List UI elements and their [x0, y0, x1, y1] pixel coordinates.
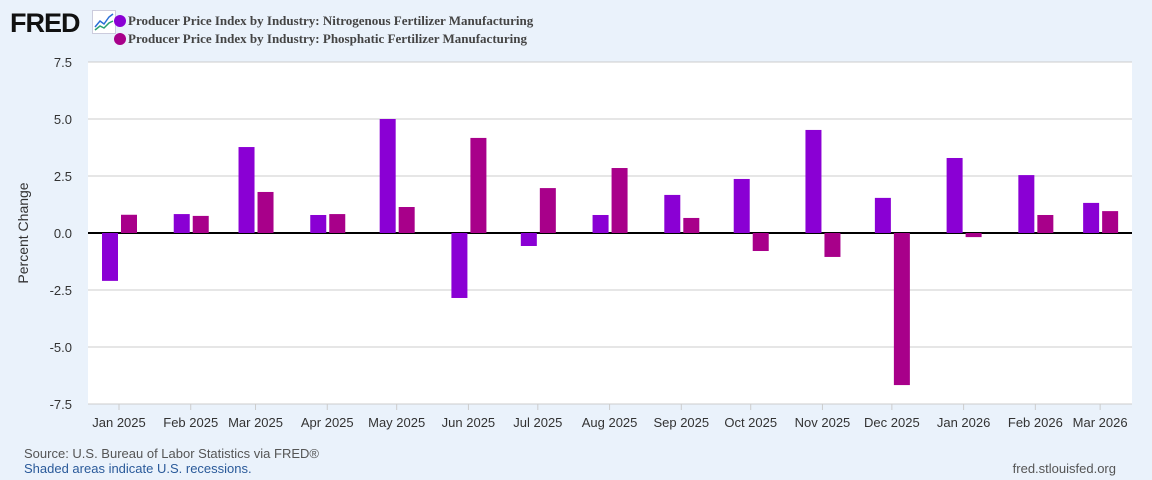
x-tick-label: May 2025	[368, 415, 425, 430]
bar-nitrogenous	[520, 233, 537, 246]
x-tick-label: Nov 2025	[795, 415, 851, 430]
bar-phosphatic	[893, 233, 910, 386]
bar-phosphatic	[965, 233, 982, 238]
y-tick-label: -5.0	[50, 340, 72, 355]
x-tick-label: Jul 2025	[513, 415, 562, 430]
bar-phosphatic	[121, 214, 137, 233]
bar-nitrogenous	[946, 157, 963, 233]
bar-nitrogenous	[451, 233, 468, 298]
bar-phosphatic	[683, 217, 700, 233]
y-tick-label: 7.5	[54, 55, 72, 70]
bar-phosphatic	[539, 188, 556, 233]
bar-phosphatic	[398, 207, 415, 233]
bar-nitrogenous	[733, 178, 750, 233]
y-tick-label: -2.5	[50, 283, 72, 298]
x-tick-label: Jun 2025	[442, 415, 496, 430]
chart-line-icon	[92, 10, 116, 34]
bar-nitrogenous	[592, 214, 609, 233]
bar-nitrogenous	[1083, 202, 1100, 233]
legend-item-phosphatic[interactable]: Producer Price Index by Industry: Phosph…	[114, 31, 528, 47]
legend-dot	[114, 15, 126, 27]
y-tick-label: -7.5	[50, 397, 72, 412]
y-tick-label: 2.5	[54, 169, 72, 184]
bar-nitrogenous	[664, 194, 681, 233]
x-tick-label: Feb 2025	[163, 415, 218, 430]
x-tick-label: Sep 2025	[653, 415, 709, 430]
y-axis-label: Percent Change	[15, 182, 31, 283]
x-tick-label: Jan 2025	[92, 415, 146, 430]
x-tick-label: Apr 2025	[301, 415, 354, 430]
y-tick-label: 5.0	[54, 112, 72, 127]
x-tick-label: Mar 2026	[1073, 415, 1128, 430]
bar-nitrogenous	[102, 233, 118, 281]
bar-phosphatic	[192, 215, 209, 233]
bar-phosphatic	[1037, 214, 1054, 233]
bar-phosphatic	[329, 214, 346, 233]
x-tick-label: Dec 2025	[864, 415, 920, 430]
chart: 7.5 5.0 2.5 0.0 -2.5 -5.0 -7.5 Jan 2025 Feb 2025…	[15, 55, 1132, 430]
x-tick-label: Jan 2026	[937, 415, 991, 430]
recessions-link[interactable]: Shaded areas indicate U.S. recessions.	[24, 461, 252, 476]
y-tick-label: 0.0	[54, 226, 72, 241]
bar-nitrogenous	[805, 129, 822, 233]
bar-phosphatic	[257, 191, 274, 233]
legend-item-nitrogenous[interactable]: Producer Price Index by Industry: Nitrog…	[114, 13, 534, 29]
bar-phosphatic	[470, 137, 487, 233]
x-tick-label: Feb 2026	[1008, 415, 1063, 430]
bar-nitrogenous	[1018, 175, 1035, 233]
x-tick-label: Oct 2025	[724, 415, 777, 430]
bar-phosphatic	[752, 233, 769, 252]
bar-nitrogenous	[379, 119, 396, 233]
x-tick-label: Mar 2025	[228, 415, 283, 430]
legend-dot	[114, 33, 126, 45]
fred-logo[interactable]: FRED	[10, 8, 80, 38]
bar-nitrogenous	[173, 214, 190, 233]
bar-phosphatic	[824, 233, 841, 257]
bar-nitrogenous	[874, 197, 891, 233]
site-link[interactable]: fred.stlouisfed.org	[1012, 461, 1116, 476]
source-note: Source: U.S. Bureau of Labor Statistics …	[24, 446, 319, 461]
bar-phosphatic	[1102, 211, 1119, 233]
x-tick-label: Aug 2025	[582, 415, 638, 430]
bar-phosphatic	[611, 168, 628, 233]
legend-label: Producer Price Index by Industry: Nitrog…	[128, 13, 534, 28]
bar-nitrogenous	[238, 147, 255, 233]
legend-label: Producer Price Index by Industry: Phosph…	[128, 31, 528, 46]
bar-nitrogenous	[310, 214, 327, 233]
